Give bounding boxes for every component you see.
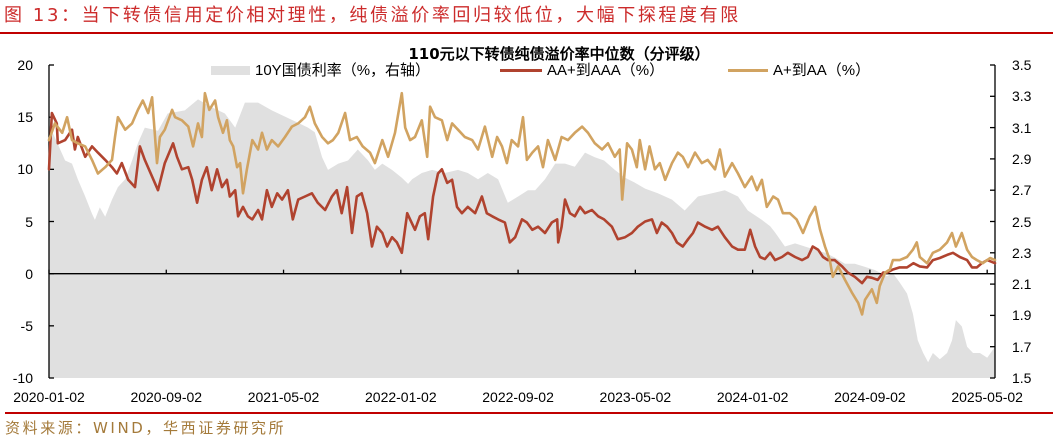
y-right-tick-label: 1.5 xyxy=(1012,370,1032,386)
y-right-tick-label: 2.5 xyxy=(1012,213,1032,230)
x-tick-label: 2022-09-02 xyxy=(482,389,554,405)
y-left-tick-label: 20 xyxy=(17,57,33,73)
y-left-tick-label: 5 xyxy=(25,213,33,230)
y-right-tick-label: 3.1 xyxy=(1012,119,1032,136)
y-right-tick-label: 2.1 xyxy=(1012,276,1032,293)
x-tick-label: 2020-09-02 xyxy=(130,389,203,405)
chart-title: 110元以下转债纯债溢价率中位数（分评级） xyxy=(408,45,710,63)
y-left-tick-label: 10 xyxy=(17,161,33,178)
legend-label-a-plus-to-aa: A+到AA（%） xyxy=(773,62,871,79)
legend-label-aa-plus-to-aaa: AA+到AAA（%） xyxy=(547,62,665,79)
source-note: 资料来源：WIND，华西证券研究所 xyxy=(5,419,287,437)
legend-swatch-aa-plus-to-aaa-line xyxy=(500,69,542,72)
y-right-tick-label: 1.9 xyxy=(1012,307,1032,324)
x-tick-label: 2024-09-02 xyxy=(834,389,906,405)
y-left-tick-label: 0 xyxy=(25,265,33,282)
series-line-aa-plus-to-aaa xyxy=(47,111,997,285)
series-line-a-plus-to-aa xyxy=(47,91,997,316)
legend-swatch-10y-yield-area xyxy=(211,66,250,75)
series-area-10y-treasury-yield xyxy=(49,99,995,379)
x-tick-label: 2024-01-02 xyxy=(716,389,789,405)
title-divider xyxy=(0,32,1053,34)
legend-swatch-a-plus-to-aa-line xyxy=(728,69,768,72)
x-tick-label: 2021-05-02 xyxy=(247,389,320,405)
y-right-tick-label: 1.7 xyxy=(1012,338,1032,355)
y-left-tick-label: 15 xyxy=(17,109,33,126)
y-right-tick-label: 2.7 xyxy=(1012,182,1032,199)
figure-title: 图 13：当下转债信用定价相对理性，纯债溢价率回归较低位，大幅下探程度有限 xyxy=(4,5,741,26)
y-right-tick-label: 2.3 xyxy=(1012,244,1032,261)
legend-label-10y-yield: 10Y国债利率（%，右轴） xyxy=(255,62,431,79)
y-left-tick-label: -5 xyxy=(20,317,33,334)
x-tick-label: 2022-01-02 xyxy=(365,389,437,405)
y-right-tick-label: 3.5 xyxy=(1012,57,1032,73)
x-tick-label: 2023-05-02 xyxy=(599,389,672,405)
x-tick-label: 2025-05-02 xyxy=(951,389,1023,405)
x-tick-label: 2020-01-02 xyxy=(13,389,85,405)
y-right-tick-label: 3.3 xyxy=(1012,88,1032,105)
source-divider xyxy=(5,412,1053,414)
y-right-tick-label: 2.9 xyxy=(1012,150,1032,167)
y-left-tick-label: -10 xyxy=(12,370,33,386)
